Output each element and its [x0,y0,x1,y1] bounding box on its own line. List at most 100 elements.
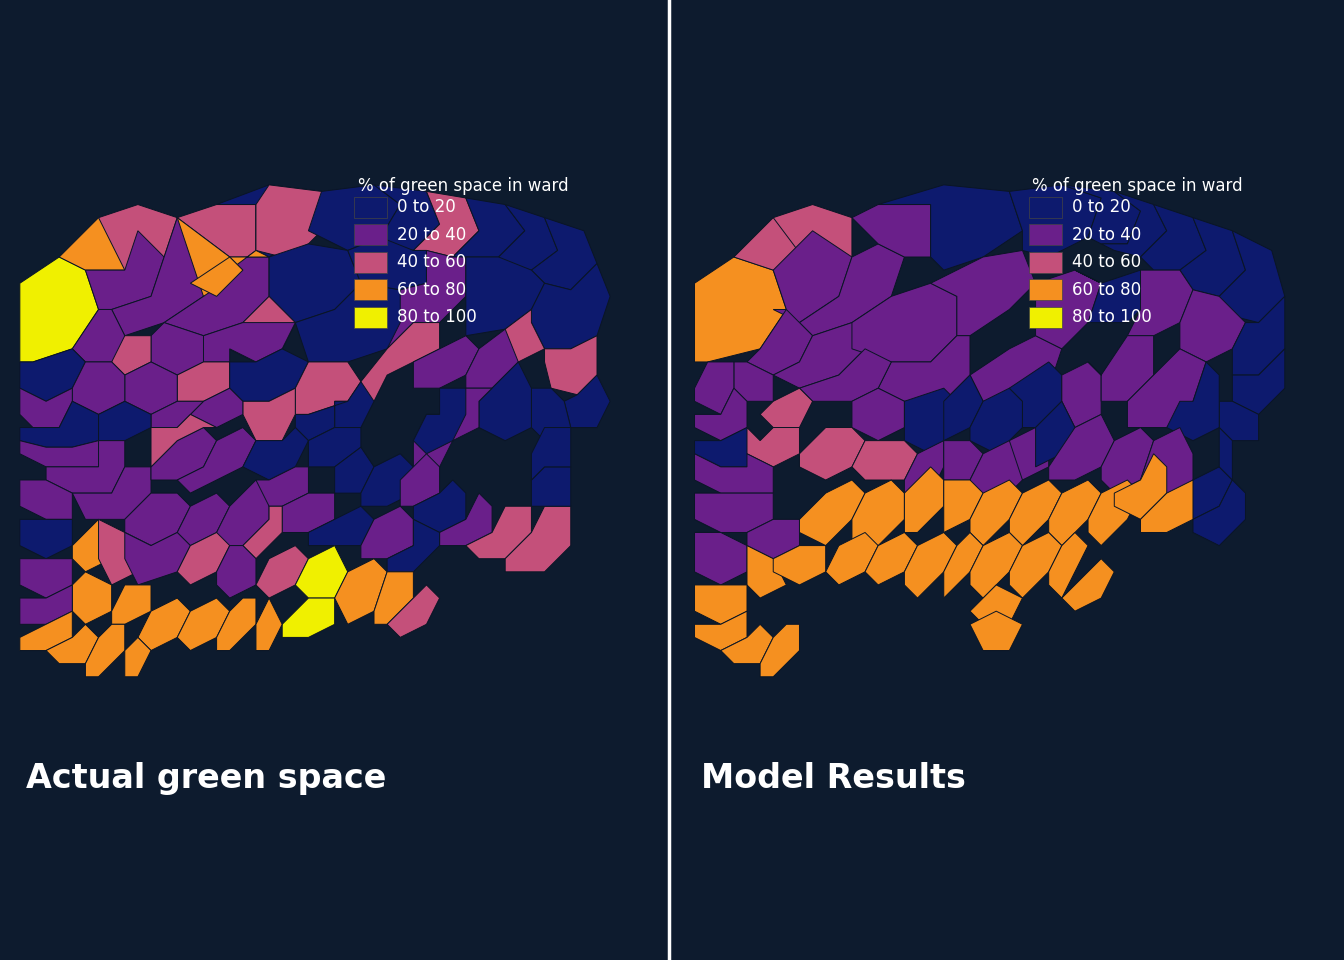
Polygon shape [73,519,125,572]
Bar [355,252,387,273]
Polygon shape [269,244,362,323]
Polygon shape [20,401,98,447]
Polygon shape [1114,454,1167,519]
Polygon shape [414,191,478,257]
Polygon shape [362,454,414,506]
Bar [355,197,387,218]
Polygon shape [478,309,544,362]
Text: Model Results: Model Results [702,762,966,795]
Polygon shape [466,329,519,388]
Polygon shape [970,585,1023,624]
Text: 60 to 80: 60 to 80 [396,280,466,299]
Polygon shape [348,237,426,290]
Bar [355,279,387,300]
Polygon shape [499,204,558,270]
Polygon shape [1062,185,1141,244]
Polygon shape [930,251,1036,336]
Polygon shape [255,467,308,506]
Polygon shape [970,336,1062,401]
Polygon shape [243,388,296,441]
Polygon shape [1075,270,1153,323]
Polygon shape [531,388,571,441]
Polygon shape [825,533,878,585]
Polygon shape [112,585,151,624]
Bar [1030,225,1062,245]
Polygon shape [531,264,610,348]
Polygon shape [1141,427,1193,506]
Polygon shape [414,480,466,533]
Polygon shape [1219,427,1232,480]
Polygon shape [1048,533,1089,598]
Polygon shape [695,454,773,493]
Polygon shape [335,382,374,427]
Bar [355,225,387,245]
Text: % of green space in ward: % of green space in ward [1032,177,1243,195]
Polygon shape [1062,362,1101,427]
Polygon shape [151,415,216,467]
Polygon shape [125,493,191,545]
Polygon shape [943,533,982,598]
Polygon shape [151,401,203,427]
Polygon shape [505,506,571,572]
Polygon shape [362,323,439,401]
Polygon shape [20,480,73,519]
Polygon shape [125,637,151,677]
Polygon shape [800,480,866,545]
Polygon shape [255,185,335,257]
Polygon shape [943,375,982,441]
Polygon shape [296,283,414,362]
Polygon shape [1009,533,1062,598]
Polygon shape [1219,230,1285,323]
Polygon shape [20,388,73,427]
Polygon shape [773,323,866,388]
Polygon shape [216,185,321,257]
Polygon shape [1089,336,1153,401]
Polygon shape [747,427,800,467]
Polygon shape [282,598,335,637]
Polygon shape [695,427,761,467]
Polygon shape [1232,297,1285,375]
Polygon shape [255,598,282,651]
Polygon shape [970,480,1023,545]
Polygon shape [86,230,164,309]
Polygon shape [177,427,255,493]
Polygon shape [98,401,151,441]
Polygon shape [761,388,813,427]
Polygon shape [216,598,255,651]
Bar [1030,252,1062,273]
Polygon shape [734,362,773,401]
Polygon shape [905,533,957,598]
Text: 0 to 20: 0 to 20 [396,198,456,216]
Polygon shape [466,506,531,559]
Polygon shape [177,362,230,401]
Bar [1030,307,1062,327]
Polygon shape [531,427,571,480]
Polygon shape [151,427,216,480]
Polygon shape [387,519,439,572]
Polygon shape [86,624,125,677]
Polygon shape [296,545,348,598]
Polygon shape [125,533,191,585]
Polygon shape [747,309,813,375]
Polygon shape [151,323,203,375]
Polygon shape [747,545,786,598]
Polygon shape [177,493,230,545]
Polygon shape [203,323,296,362]
Polygon shape [362,506,414,559]
Polygon shape [112,336,151,375]
Polygon shape [852,480,905,545]
Polygon shape [852,388,905,441]
Text: 80 to 100: 80 to 100 [1071,308,1152,326]
Polygon shape [970,533,1023,598]
Text: 0 to 20: 0 to 20 [1071,198,1130,216]
Polygon shape [374,572,414,624]
Polygon shape [695,533,747,585]
Polygon shape [531,467,571,506]
Polygon shape [852,441,918,480]
Polygon shape [20,519,73,559]
Bar [1030,279,1062,300]
Polygon shape [1141,204,1206,270]
Polygon shape [216,545,255,598]
Polygon shape [761,624,800,677]
Polygon shape [243,506,282,559]
